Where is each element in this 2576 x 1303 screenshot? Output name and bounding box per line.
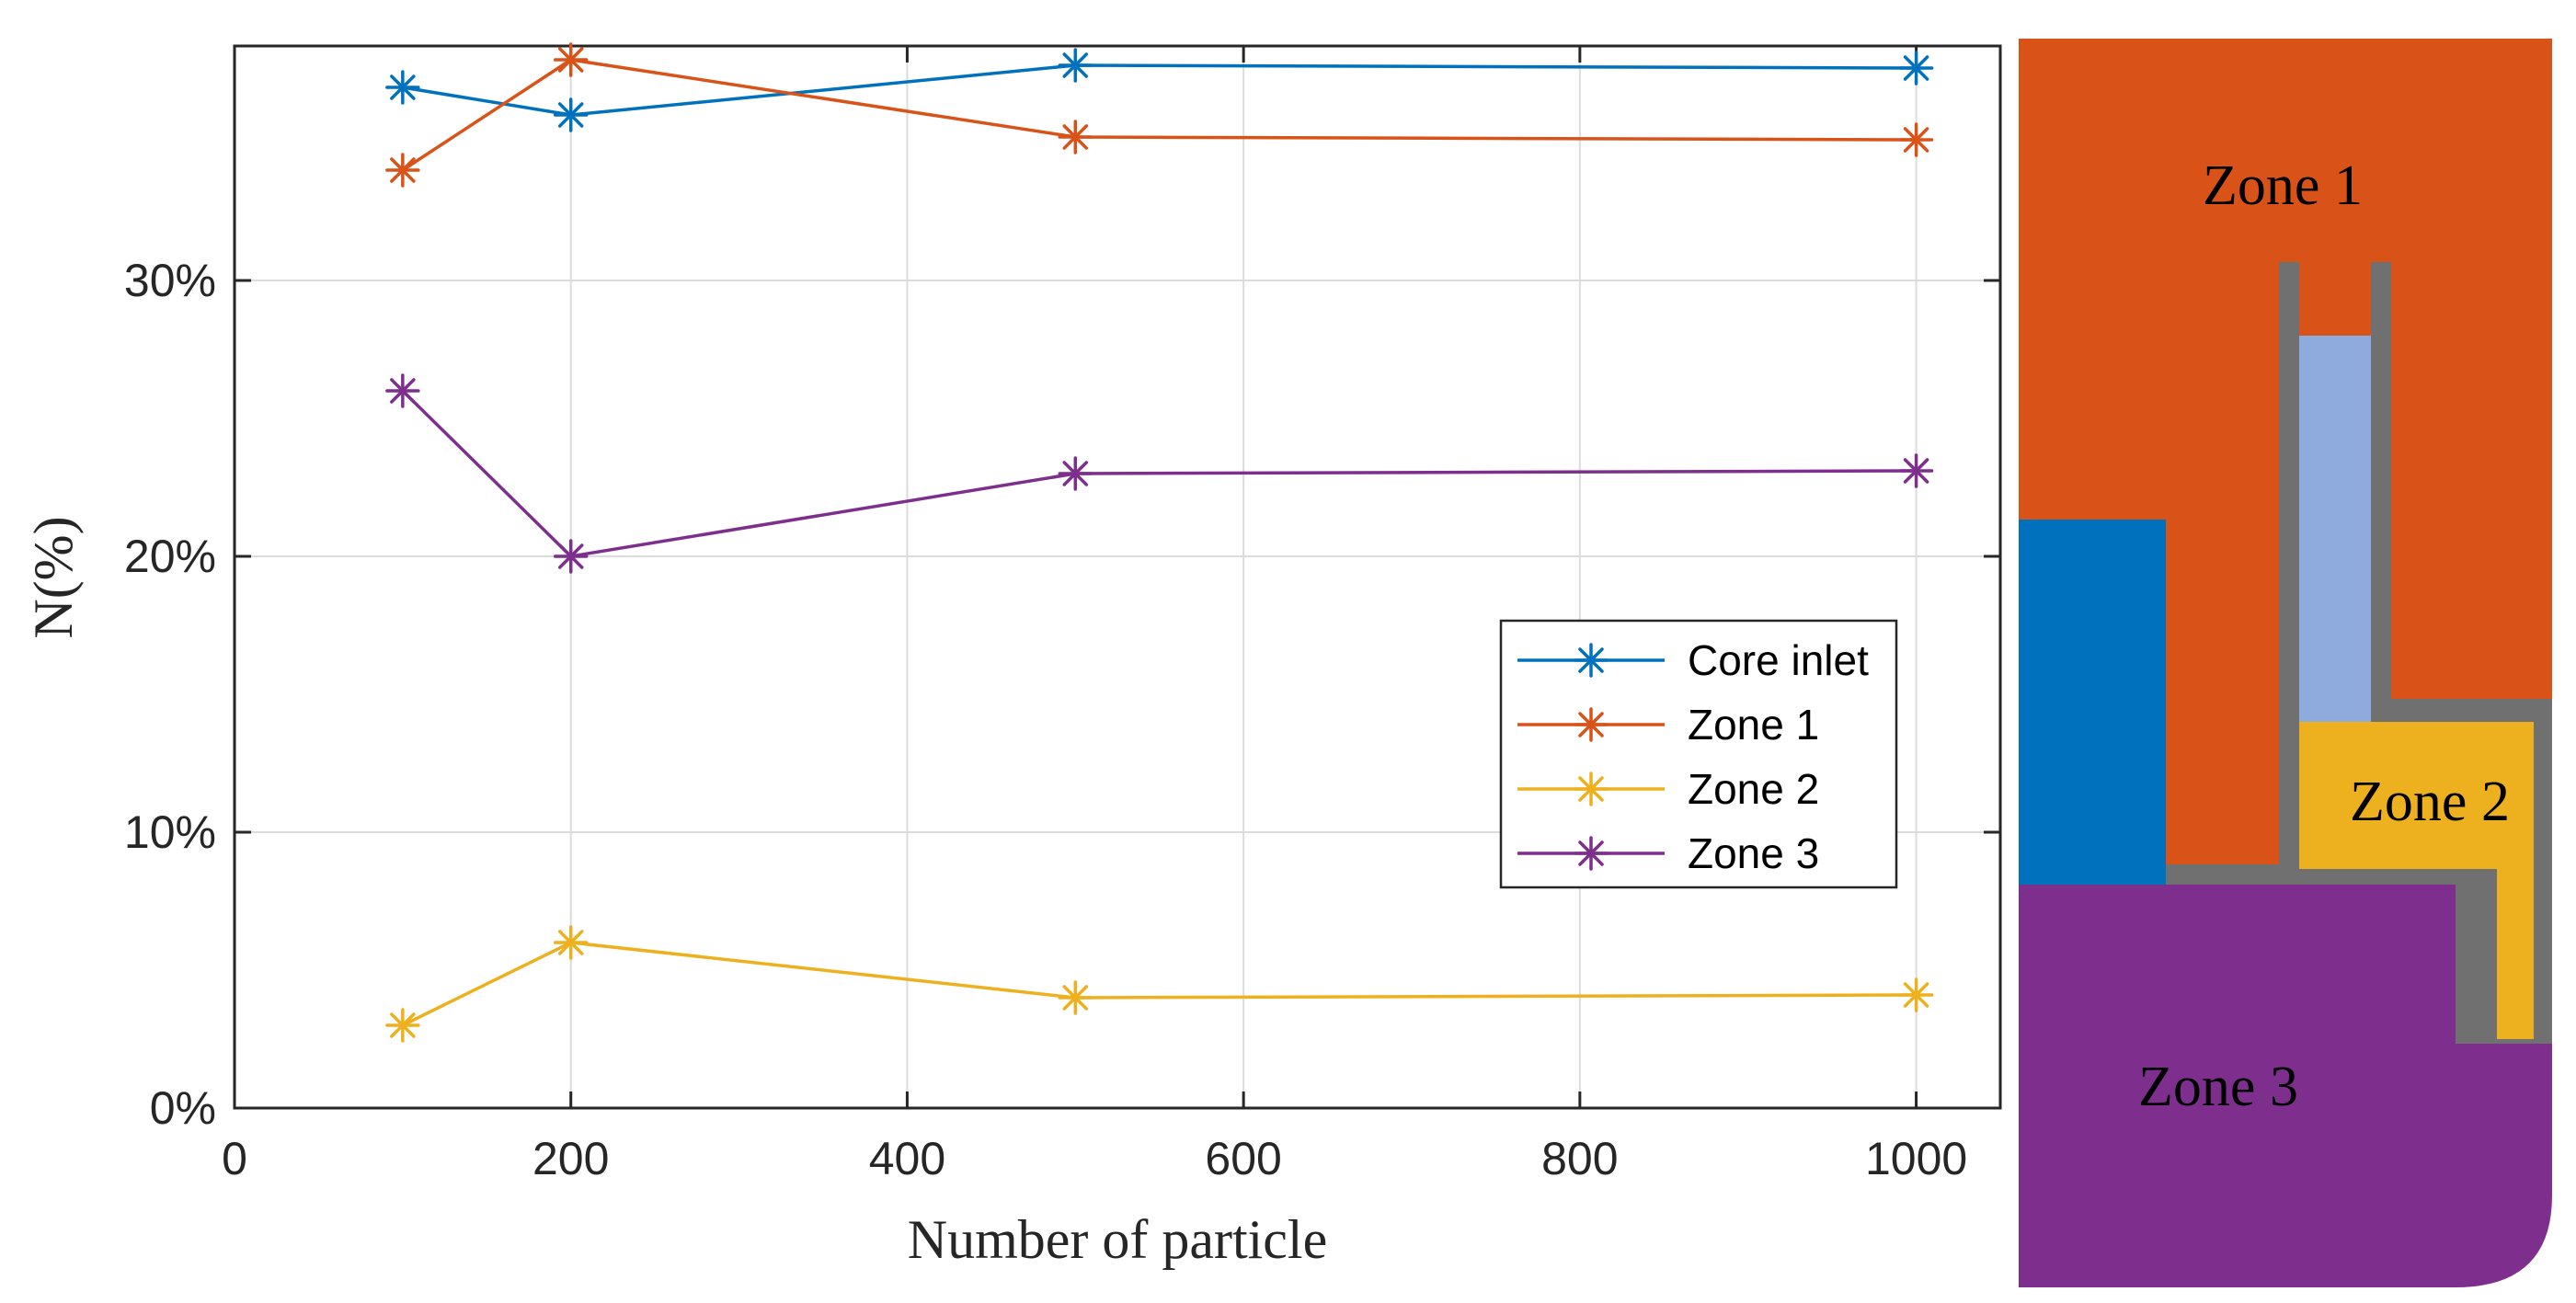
zone-2-label: Zone 2 — [2350, 771, 2510, 833]
y-tick-label: 30% — [124, 255, 216, 306]
data-point-zone-2 — [553, 925, 589, 960]
channel-left-wall — [2279, 262, 2299, 864]
legend-marker-zone-2-stroke — [1578, 776, 1604, 802]
series-core-inlet — [385, 48, 1934, 132]
data-point-core-inlet — [1058, 48, 1093, 83]
data-point-zone-1 — [1058, 120, 1093, 154]
legend-item-zone-2: Zone 2 — [1517, 765, 1819, 813]
x-tick-label: 600 — [1205, 1133, 1281, 1184]
plot-area: 0 200 400 600 800 1000 0% 10% 20% 30% — [124, 42, 2002, 1184]
x-axis-ticks: 0 200 400 600 800 1000 — [222, 46, 1967, 1184]
series-line-zone-2 — [402, 941, 1917, 1027]
legend-marker-zone-3 — [1574, 836, 1609, 871]
data-point-core-inlet — [1898, 51, 1934, 86]
data-point-zone-3 — [1058, 456, 1093, 491]
zone-3-label: Zone 3 — [2138, 1056, 2298, 1118]
data-point-core-inlet-stroke — [390, 74, 416, 100]
legend-marker-zone-1 — [1574, 707, 1609, 742]
inlet-channel — [2299, 336, 2371, 722]
legend-item-core-inlet: Core inlet — [1517, 636, 1869, 684]
data-point-zone-3-stroke — [1062, 461, 1089, 486]
data-point-zone-2 — [1058, 980, 1093, 1015]
data-point-zone-3-stroke — [557, 543, 584, 569]
x-axis-title: Number of particle — [908, 1209, 1327, 1270]
data-point-core-inlet-stroke — [557, 102, 584, 128]
series-line-zone-3 — [401, 389, 1917, 558]
y-axis-ticks: 0% 10% 20% 30% — [124, 255, 2000, 1134]
x-tick-label: 400 — [869, 1133, 945, 1184]
data-point-core-inlet-stroke — [1062, 52, 1089, 78]
series-line-core-inlet — [402, 63, 1917, 117]
y-tick-label: 10% — [124, 806, 216, 858]
legend-marker-core-inlet-stroke — [1578, 647, 1604, 673]
data-point-zone-1-stroke — [557, 47, 584, 73]
legend-item-zone-3: Zone 3 — [1517, 829, 1819, 877]
data-point-zone-2-stroke — [1903, 982, 1929, 1008]
x-tick-label: 800 — [1541, 1133, 1618, 1184]
data-point-zone-1-stroke — [1062, 124, 1089, 150]
data-point-zone-1 — [1898, 122, 1934, 157]
legend-box — [1499, 619, 1898, 889]
legend-item-zone-1: Zone 1 — [1517, 701, 1819, 749]
data-point-zone-2 — [385, 1008, 420, 1043]
legend-marker-core-inlet — [1574, 643, 1609, 678]
x-tick-label: 200 — [532, 1133, 609, 1184]
y-axis-title: N(%) — [23, 516, 84, 638]
data-point-zone-3-stroke — [1903, 458, 1929, 484]
data-point-zone-1 — [385, 153, 420, 188]
series-zone-3 — [385, 373, 1934, 574]
data-point-zone-1-stroke — [1903, 127, 1929, 153]
legend-marker-zone-1-stroke — [1578, 712, 1604, 737]
series-zone-2 — [385, 925, 1934, 1043]
data-point-core-inlet — [385, 70, 420, 105]
zone-diagram: Zone 1 Zone 2 Zone 3 — [2019, 39, 2552, 1287]
x-tick-label: 0 — [222, 1133, 247, 1184]
y-tick-label: 20% — [124, 531, 216, 582]
core-inlet-region — [2019, 520, 2166, 885]
legend-label-zone-3: Zone 3 — [1688, 829, 1819, 877]
legend: Core inlet Zone 1 Zone 2 Zone 3 — [1499, 619, 1898, 889]
data-point-core-inlet-stroke — [1903, 55, 1929, 81]
y-tick-label: 0% — [150, 1082, 216, 1134]
legend-marker-zone-2 — [1574, 772, 1609, 806]
plot-background — [235, 46, 2000, 1108]
zone-2-lower-wall — [2457, 869, 2497, 1039]
series-layer — [385, 42, 1934, 1043]
data-point-zone-1 — [553, 42, 589, 77]
plot-frame — [233, 44, 2002, 1110]
zone-3-region — [2019, 885, 2552, 1287]
legend-label-zone-2: Zone 2 — [1688, 765, 1819, 813]
legend-items: Core inlet Zone 1 Zone 2 Zone 3 — [1517, 636, 1869, 877]
data-point-zone-3 — [385, 373, 420, 408]
legend-label-core-inlet: Core inlet — [1688, 636, 1869, 684]
channel-right-wall — [2371, 262, 2391, 699]
data-point-zone-3 — [553, 539, 589, 574]
x-tick-label: 1000 — [1865, 1133, 1967, 1184]
legend-marker-zone-3-stroke — [1578, 840, 1604, 866]
zone-1-label: Zone 1 — [2203, 154, 2363, 217]
data-point-zone-2-stroke — [1062, 985, 1089, 1011]
data-point-zone-2 — [1898, 977, 1934, 1012]
data-point-zone-2-stroke — [390, 1012, 416, 1038]
data-point-zone-3-stroke — [390, 378, 416, 404]
data-point-core-inlet — [553, 97, 589, 132]
zone-2-region — [2299, 722, 2534, 1039]
series-zone-1 — [385, 42, 1934, 188]
data-point-zone-3 — [1898, 453, 1934, 488]
data-point-zone-2-stroke — [557, 930, 584, 955]
series-line-zone-1 — [401, 58, 1917, 172]
data-point-zone-1-stroke — [390, 157, 416, 183]
legend-label-zone-1: Zone 1 — [1688, 701, 1819, 749]
